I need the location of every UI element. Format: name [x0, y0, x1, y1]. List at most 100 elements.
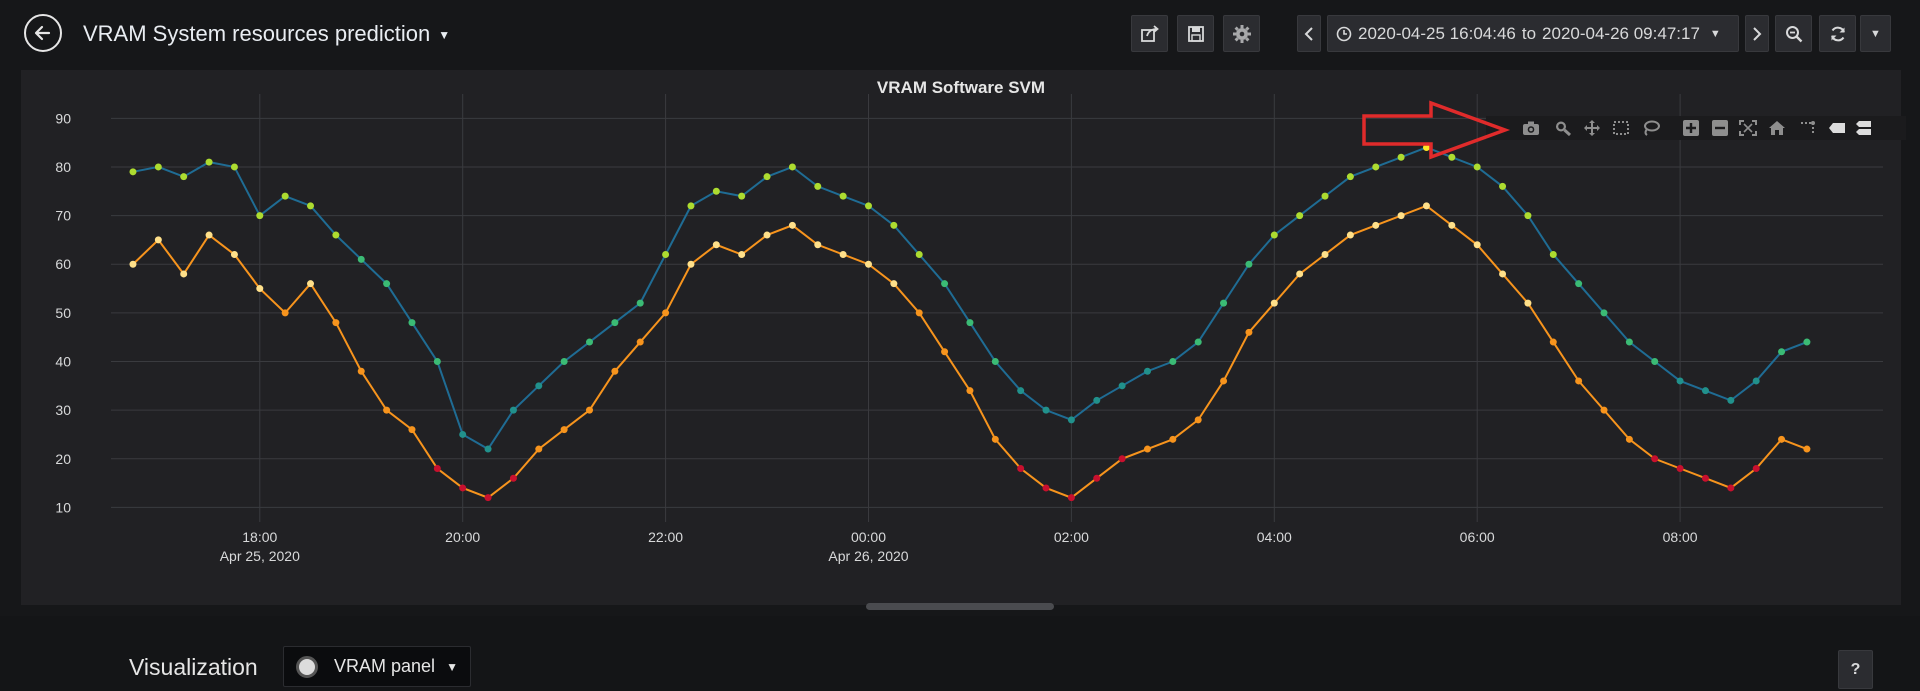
series-point — [1245, 260, 1253, 268]
series-point — [890, 280, 898, 288]
series-point — [1346, 173, 1354, 181]
dashboard-title[interactable]: VRAM System resources prediction ▼ — [83, 21, 450, 47]
series-point — [915, 309, 923, 317]
zoom-out-minus-icon[interactable] — [1711, 120, 1729, 136]
y-tick-label: 90 — [55, 110, 71, 126]
lasso-select-icon[interactable] — [1642, 120, 1660, 136]
time-shift-forward-button[interactable] — [1745, 15, 1769, 52]
series-point — [1017, 465, 1025, 472]
series-point — [1549, 338, 1557, 346]
series-point — [281, 309, 289, 317]
time-range-picker[interactable]: 2020-04-25 16:04:46 to 2020-04-26 09:47:… — [1327, 15, 1739, 52]
autoscale-icon[interactable] — [1739, 120, 1757, 136]
series-point — [383, 406, 391, 414]
series-point — [1042, 484, 1050, 492]
hover-closest-icon[interactable] — [1828, 120, 1846, 136]
zoom-in-plus-icon[interactable] — [1682, 120, 1700, 136]
camera-icon[interactable] — [1522, 120, 1540, 136]
box-select-icon[interactable] — [1612, 120, 1630, 136]
refresh-icon — [1830, 26, 1845, 41]
time-range-from: 2020-04-25 16:04:46 — [1358, 23, 1516, 43]
series-point — [1625, 338, 1633, 346]
series-point — [509, 474, 517, 482]
visualization-select[interactable]: VRAM panel ▼ — [283, 646, 471, 687]
back-button[interactable] — [24, 14, 62, 52]
series-point — [1245, 328, 1253, 336]
chart-svg[interactable]: 10 20 30 40 50 60 70 80 90 18:00 Apr 25, 2020 20:00… — [21, 70, 1901, 605]
series-point — [1676, 465, 1684, 472]
refresh-interval-dropdown[interactable]: ▼ — [1860, 15, 1891, 52]
series-point — [1473, 163, 1481, 171]
dashboard-header: VRAM System resources prediction ▼ — [0, 0, 1920, 70]
plot-modebar — [1486, 116, 1906, 140]
spike-lines-icon[interactable] — [1799, 120, 1817, 136]
settings-button[interactable] — [1223, 15, 1260, 52]
refresh-button[interactable] — [1819, 15, 1856, 52]
series-point — [788, 221, 796, 229]
series-point — [1093, 396, 1101, 404]
series-point — [1194, 338, 1202, 346]
series-point — [459, 484, 467, 492]
horizontal-scrollbar[interactable] — [866, 603, 1054, 610]
zoom-out-time-button[interactable] — [1775, 15, 1812, 52]
back-arrow-icon — [34, 25, 51, 41]
series-point — [1270, 299, 1278, 307]
series-point — [687, 202, 695, 210]
zoom-icon[interactable] — [1554, 120, 1572, 136]
series-point — [763, 173, 771, 181]
x-tick-label: 00:00 — [851, 529, 886, 545]
series-point — [991, 358, 999, 365]
series-point — [941, 348, 949, 356]
series-point — [636, 338, 644, 346]
series-point — [1372, 221, 1380, 229]
series-point — [763, 231, 771, 239]
series-point — [154, 236, 162, 244]
series-point — [433, 465, 441, 472]
series-point — [1651, 358, 1659, 365]
series-point — [1270, 231, 1278, 239]
time-shift-back-button[interactable] — [1297, 15, 1321, 52]
series-point — [1752, 465, 1760, 472]
y-tick-label: 30 — [55, 402, 71, 418]
x-tick-label: 08:00 — [1663, 529, 1698, 545]
series-point — [180, 173, 188, 181]
series-point — [814, 182, 822, 190]
series-point — [814, 241, 822, 249]
time-range-to: 2020-04-26 09:47:17 — [1542, 23, 1700, 43]
series-point — [408, 319, 416, 327]
series-point — [839, 251, 847, 258]
series-point — [230, 163, 238, 171]
reset-axes-home-icon[interactable] — [1768, 120, 1786, 136]
x-tick-label: 22:00 — [648, 529, 683, 545]
series-point — [129, 260, 137, 268]
x-tick-label: 02:00 — [1054, 529, 1089, 545]
series-point — [535, 445, 543, 453]
series-point — [1727, 396, 1735, 404]
pan-icon[interactable] — [1583, 120, 1601, 136]
series-point — [1499, 270, 1507, 278]
series-point — [788, 163, 796, 171]
series-point — [636, 299, 644, 307]
y-tick-label: 70 — [55, 208, 71, 224]
series-point — [1397, 212, 1405, 220]
series-point — [890, 221, 898, 229]
help-icon: ? — [1850, 660, 1861, 678]
series-point — [433, 358, 441, 365]
series-point — [586, 406, 594, 414]
share-button[interactable] — [1131, 15, 1168, 52]
y-tick-label: 20 — [55, 451, 71, 467]
series-point — [1042, 406, 1050, 414]
series-point — [611, 367, 619, 375]
series-point — [1600, 309, 1608, 317]
series-point — [1803, 338, 1811, 346]
save-button[interactable] — [1177, 15, 1214, 52]
series-point — [560, 426, 568, 434]
annotation-red-arrow — [1362, 100, 1511, 160]
help-button[interactable]: ? — [1838, 650, 1873, 689]
hover-compare-icon[interactable] — [1854, 120, 1872, 136]
series-point — [1118, 382, 1126, 390]
x-tick-label: 18:00 — [242, 529, 277, 545]
series-point — [1093, 474, 1101, 482]
series-point — [1118, 455, 1126, 463]
series-point — [586, 338, 594, 346]
